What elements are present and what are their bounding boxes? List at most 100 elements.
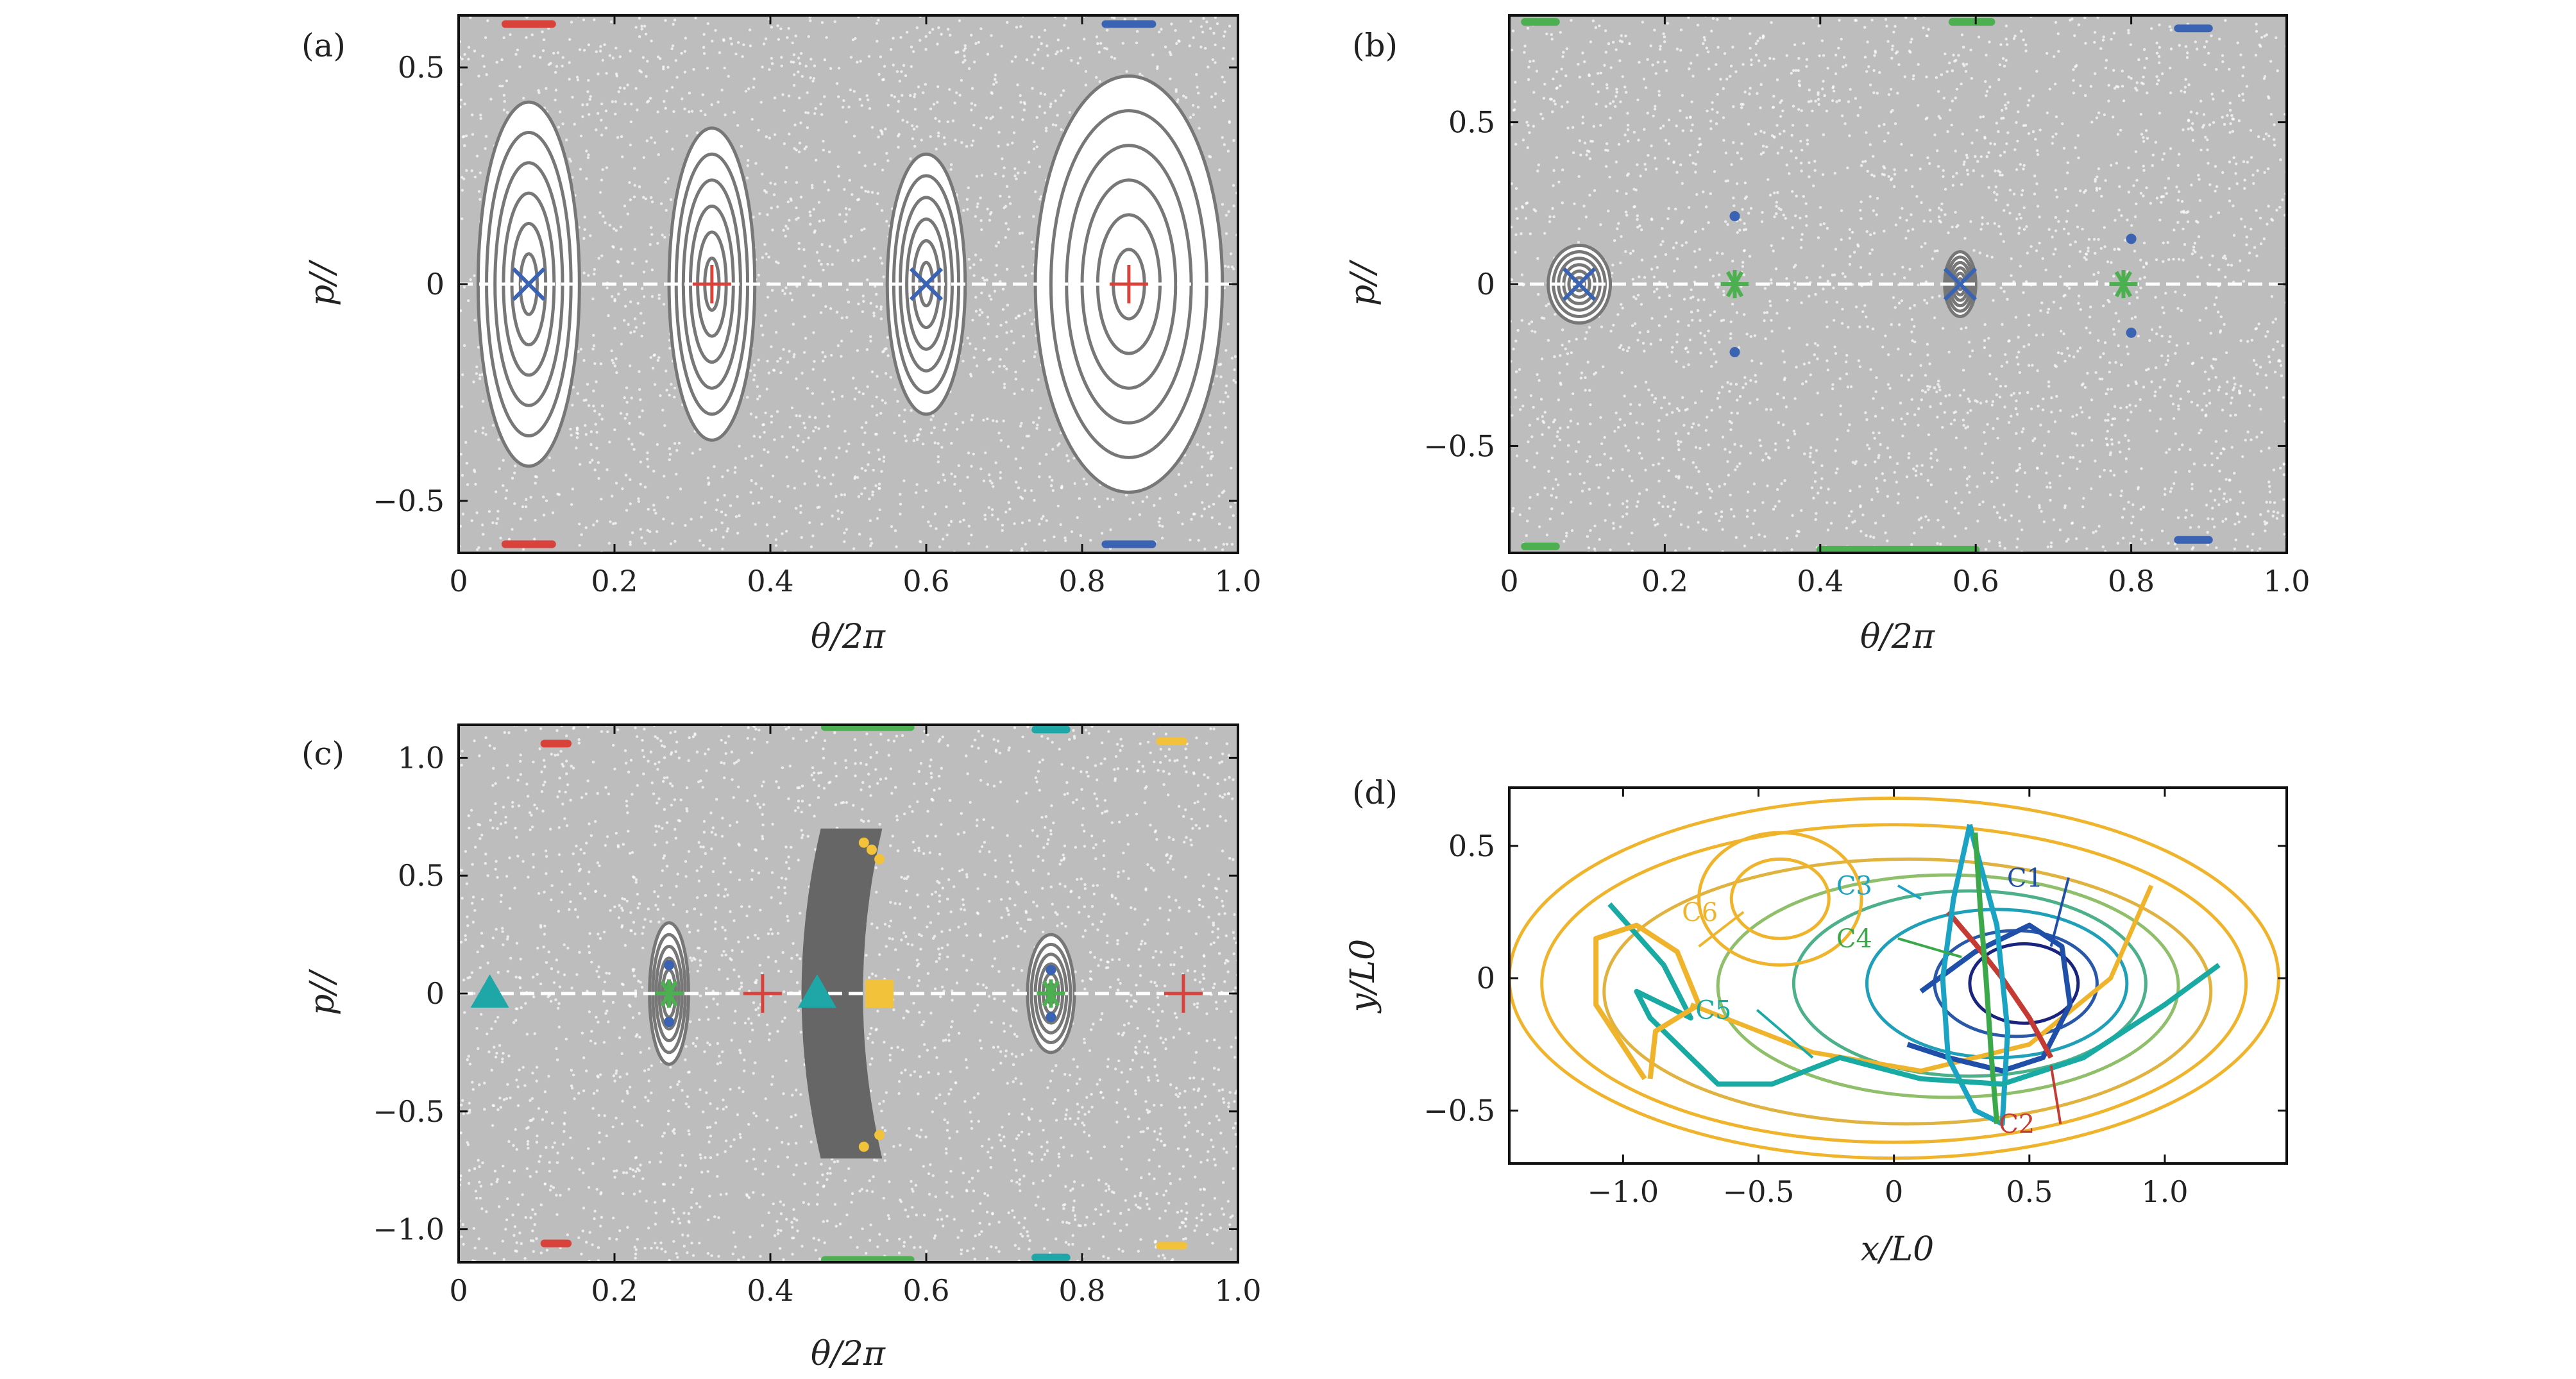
x-tick-label: 0.8 (2108, 564, 2155, 598)
y-axis-label: y/L0 (1344, 939, 1382, 1014)
x-tick-label: 1.0 (2141, 1174, 2188, 1209)
curve-label: C4 (1836, 924, 1872, 954)
y-tick-label: 0.5 (1448, 105, 1495, 140)
contour-line (1716, 873, 2180, 1099)
x-tick-label: 1.0 (1214, 564, 1261, 598)
curve-label: C5 (1695, 996, 1731, 1026)
marker-dot (1729, 347, 1740, 358)
marker-dot (874, 854, 885, 865)
marker-dot (874, 1129, 885, 1140)
ticks-c: 0 0.2 0.4 0.6 0.8 1.0 −1.0 −0.5 0 0.5 1.0 (373, 725, 1262, 1308)
x-axis-label: θ/2π (1860, 618, 1935, 656)
trajectory-C3 (1940, 824, 2011, 1127)
y-tick-label: 0.5 (398, 50, 445, 85)
ticks-a: 0 0.2 0.4 0.6 0.8 1.0 −0.5 0 0.5 (373, 15, 1262, 598)
y-tick-label: 0 (1477, 267, 1495, 301)
plot-area-a (459, 15, 1238, 553)
marker-x (1943, 267, 1978, 301)
marker-dot (2126, 327, 2137, 338)
label-arrow (1897, 884, 1922, 901)
plot-area-c (459, 725, 1238, 1262)
marker-x (1562, 267, 1597, 301)
contour-line (1792, 889, 2148, 1078)
panel-label: (c) (301, 735, 344, 772)
y-tick-label: 0 (426, 267, 445, 301)
trajectory-C4 (1972, 832, 2000, 1124)
x-tick-label: 0 (449, 564, 468, 598)
marker-triangle (470, 974, 509, 1008)
contour-line (1697, 831, 1863, 967)
x-axis-label: θ/2π (811, 1335, 886, 1373)
marker-dot (1046, 1011, 1056, 1022)
panel-label: (a) (301, 27, 346, 64)
marker-star (655, 979, 684, 1008)
marker-dot (866, 844, 877, 855)
island-ring (1546, 243, 1613, 325)
label-arrow (2049, 877, 2070, 947)
x-tick-label: 0.6 (902, 564, 949, 598)
panel-label: (b) (1352, 27, 1398, 64)
trajectory-extra (1690, 884, 2154, 1074)
y-axis-label: p// (1344, 259, 1382, 306)
x-tick-label: −1.0 (1588, 1174, 1659, 1209)
x-tick-label: 0.2 (591, 564, 638, 598)
marker-dot (858, 837, 869, 848)
marker-dot (664, 1017, 675, 1028)
island-ring (1567, 269, 1591, 299)
x-tick-label: 0.6 (1953, 564, 1999, 598)
y-tick-label: −0.5 (373, 484, 445, 518)
ticks-b: 0 0.2 0.4 0.6 0.8 1.0 −0.5 0 0.5 (1423, 15, 2310, 598)
x-tick-label: 0.2 (1641, 564, 1688, 598)
marker-dot (1729, 210, 1740, 221)
x-tick-label: 0.4 (747, 1273, 793, 1308)
y-tick-label: −1.0 (373, 1212, 445, 1247)
plot-area-b (1509, 15, 2287, 553)
y-axis-label: p// (303, 259, 342, 306)
curve-label: C1 (2007, 863, 2043, 893)
curve-label: C3 (1836, 872, 1872, 901)
trajectory-C6 (1593, 922, 1702, 1081)
island-ring (681, 178, 742, 390)
marker-dot (1046, 965, 1056, 976)
y-tick-label: 0.5 (398, 858, 445, 893)
island-ring (1030, 942, 1072, 1045)
panel-b: 0 0.2 0.4 0.6 0.8 1.0 −0.5 0 0.5 θ/2π p// (b) (1344, 14, 2310, 656)
trajectory-C1 (1906, 922, 2073, 1074)
y-tick-label: 1.0 (398, 740, 445, 775)
marker-plus (1164, 974, 1203, 1013)
x-tick-label: 0.4 (747, 564, 793, 598)
panel-label: (d) (1352, 774, 1398, 811)
curve-label: C2 (1999, 1110, 2035, 1139)
marker-plus (1109, 265, 1148, 303)
marker-dot (858, 1141, 869, 1152)
label-arrow (1698, 911, 1745, 948)
plot-area-d (1509, 797, 2280, 1160)
marker-star (1720, 270, 1749, 298)
y-tick-label: −0.5 (1423, 1093, 1495, 1128)
x-tick-label: 0 (1885, 1174, 1903, 1209)
x-tick-label: 0 (449, 1273, 468, 1308)
marker-x (909, 267, 944, 301)
x-tick-label: 0.6 (902, 1273, 949, 1308)
x-tick-label: −0.5 (1723, 1174, 1795, 1209)
island-ring (1026, 933, 1076, 1054)
x-tick-label: 1.0 (1214, 1273, 1261, 1308)
contour-line (1509, 797, 2280, 1160)
contour-line (1865, 908, 2129, 1060)
x-tick-label: 0.2 (591, 1273, 638, 1308)
label-arrow (1756, 1009, 1814, 1059)
marker-x (512, 267, 546, 301)
x-tick-label: 0.4 (1797, 564, 1843, 598)
x-tick-label: 0.8 (1058, 1273, 1105, 1308)
island-ring (476, 100, 581, 468)
marker-star (1037, 979, 1065, 1008)
x-tick-label: 0 (1500, 564, 1518, 598)
y-tick-label: 0 (1477, 961, 1495, 995)
ticks-d: −1.0 −0.5 0 0.5 1.0 −0.5 0 0.5 (1423, 788, 2287, 1209)
y-tick-label: 0.5 (1448, 829, 1495, 863)
contour-line (1602, 857, 2213, 1126)
marker-plus (692, 265, 731, 303)
x-tick-label: 0.8 (1058, 564, 1105, 598)
curve-label: C6 (1682, 898, 1718, 927)
